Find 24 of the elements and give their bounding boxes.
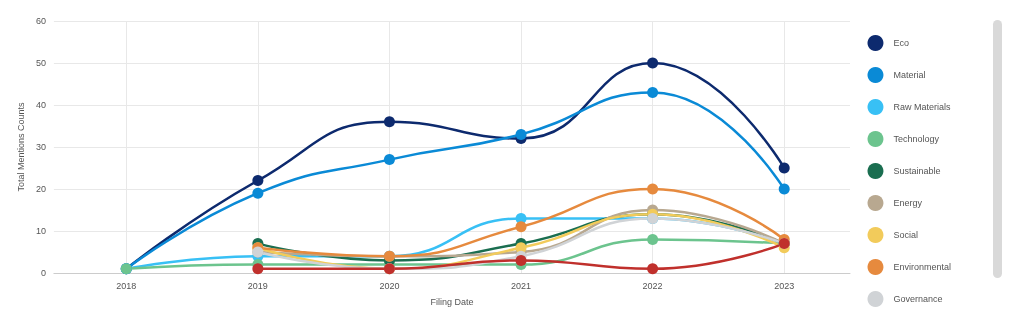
y-tick-label: 30 bbox=[35, 142, 46, 152]
legend-label: Sustainable bbox=[893, 166, 941, 176]
x-tick-label: 2022 bbox=[642, 280, 663, 291]
y-axis-title: Total Mentions Counts bbox=[15, 101, 26, 192]
y-tick-label: 0 bbox=[40, 268, 46, 278]
x-tick-label: 2023 bbox=[774, 280, 795, 291]
x-axis-title: Filing Date bbox=[430, 296, 474, 307]
y-tick-label: 60 bbox=[35, 16, 46, 26]
x-tick-label: 2021 bbox=[511, 280, 532, 291]
legend-label: Social bbox=[893, 230, 918, 240]
x-tick-label: 2018 bbox=[116, 280, 137, 291]
legend-label: Material bbox=[893, 70, 926, 80]
legend-label: Technology bbox=[893, 134, 940, 144]
y-tick-label: 50 bbox=[35, 58, 46, 68]
y-tick-label: 40 bbox=[35, 100, 46, 110]
y-tick-label: 10 bbox=[35, 226, 46, 236]
legend-label: Eco bbox=[893, 38, 909, 48]
x-tick-label: 2020 bbox=[379, 280, 400, 291]
legend-label: Governance bbox=[893, 294, 943, 304]
x-tick-label: 2019 bbox=[247, 280, 268, 291]
legend-label: Raw Materials bbox=[893, 102, 951, 112]
legend-label: Environmental bbox=[893, 262, 951, 272]
legend-label: Energy bbox=[893, 198, 923, 208]
y-tick-label: 20 bbox=[35, 184, 46, 194]
